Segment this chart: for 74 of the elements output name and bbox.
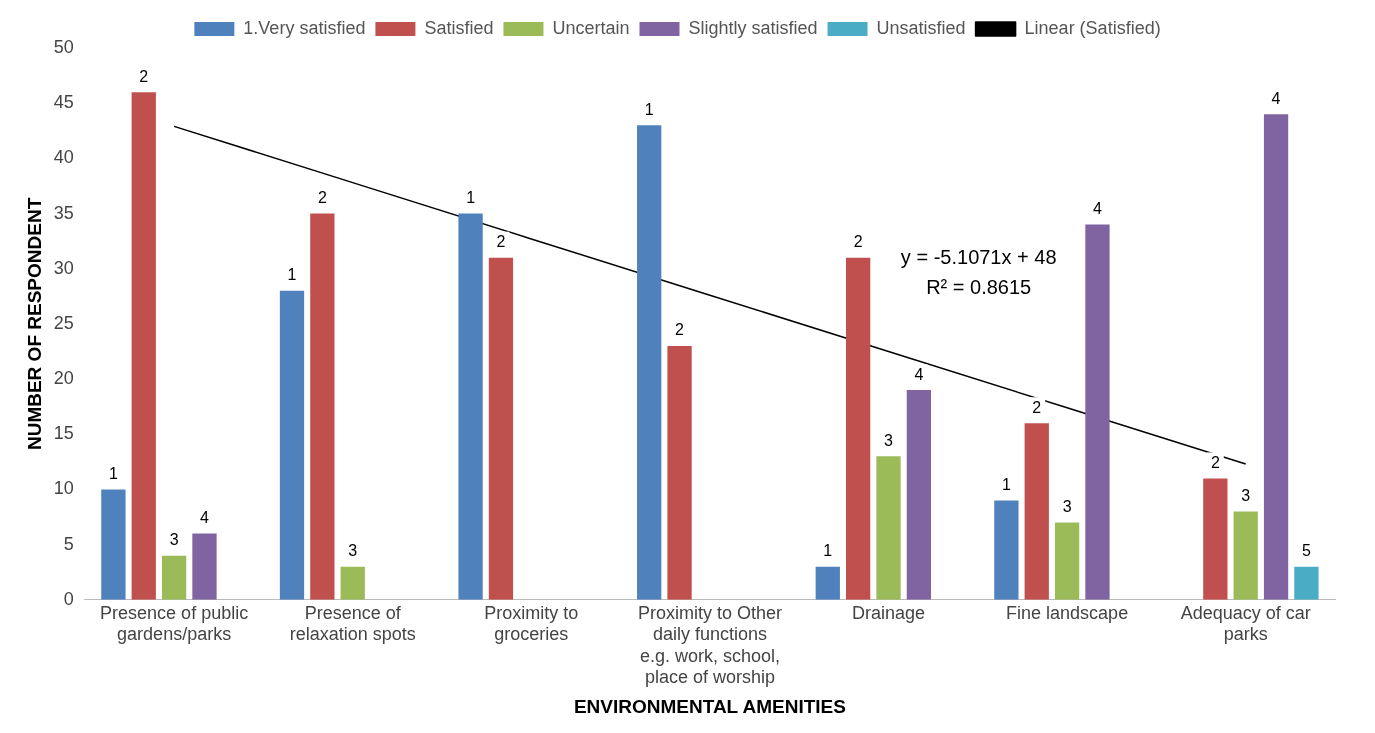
y-tick-label: 20	[53, 368, 74, 389]
bar	[1294, 566, 1319, 600]
annotation: 3	[348, 542, 358, 560]
x-tick-label: Drainage	[851, 602, 926, 623]
bar	[876, 456, 901, 600]
bar	[994, 500, 1019, 600]
x-tick-label: Fine landscape	[1006, 602, 1129, 623]
annotation: 2	[675, 321, 685, 339]
y-tick-label: 25	[53, 312, 74, 333]
bar	[310, 213, 335, 600]
bar	[1233, 511, 1258, 600]
bar	[1203, 478, 1228, 600]
bar	[458, 213, 483, 600]
annotation: 1	[108, 464, 118, 482]
annotation: 4	[1271, 89, 1281, 107]
annotation: 1	[1001, 475, 1011, 493]
y-tick-label: 10	[53, 478, 74, 499]
x-tick-label: Proximity to Other daily functions e.g. work, school, place of worship	[637, 602, 782, 688]
x-tick-label: Adequacy of car parks	[1180, 602, 1311, 645]
annotation: 3	[1062, 497, 1072, 515]
bar	[1085, 224, 1110, 600]
annotation: 1	[287, 266, 297, 284]
bar	[192, 533, 217, 600]
x-tick-label: Presence of relaxation spots	[289, 602, 416, 645]
annotation: 2	[139, 67, 149, 85]
y-tick-label: 35	[53, 202, 74, 223]
annotation: 4	[914, 365, 924, 383]
legend-label: Satisfied	[424, 17, 494, 38]
y-tick-label: 5	[63, 533, 74, 554]
bar	[1054, 522, 1080, 600]
y-tick-label: 30	[53, 257, 74, 278]
bar	[815, 566, 840, 600]
y-tick-label: 15	[53, 423, 74, 444]
annotation: 2	[317, 188, 327, 206]
x-tick-label: Proximity to groceries	[484, 602, 579, 645]
bar	[161, 555, 187, 600]
legend-label: Linear (Satisfied)	[1024, 17, 1161, 38]
annotation: 1	[644, 100, 654, 118]
annotation: 2	[1032, 398, 1042, 416]
y-axis-title: NUMBER OF RESPONDENT	[23, 197, 45, 451]
bar	[906, 390, 932, 600]
legend-label: 1.Very satisfied	[243, 17, 366, 38]
x-tick-label: Presence of public gardens/parks	[100, 602, 249, 645]
bar	[131, 92, 156, 600]
annotation: y = -5.1071x + 48	[900, 246, 1057, 269]
x-axis-title: ENVIRONMENTAL AMENITIES	[573, 695, 846, 717]
bar	[637, 125, 662, 600]
bar	[667, 345, 692, 600]
annotation: 2	[1210, 453, 1220, 471]
bar	[279, 290, 305, 600]
annotation: 2	[853, 233, 863, 251]
annotation: 1	[466, 188, 476, 206]
annotation: R² = 0.8615	[926, 276, 1032, 299]
y-tick-label: 40	[53, 147, 74, 168]
annotation: 1	[823, 542, 833, 560]
annotation: 4	[200, 508, 210, 526]
annotation: 3	[884, 431, 894, 449]
y-tick-label: 50	[53, 36, 74, 57]
bar	[488, 257, 514, 600]
annotation: 3	[1241, 486, 1251, 504]
bar	[1263, 114, 1289, 600]
annotation: 4	[1093, 199, 1103, 217]
legend-label: Uncertain	[552, 17, 630, 38]
bar	[101, 489, 126, 600]
y-tick-label: 45	[53, 92, 74, 113]
legend-label: Slightly satisfied	[688, 17, 818, 38]
annotation: 2	[496, 233, 506, 251]
annotation: 5	[1301, 542, 1311, 560]
legend-label: Unsatisfied	[876, 17, 966, 38]
y-tick-label: 0	[63, 588, 74, 609]
annotation: 3	[169, 531, 179, 549]
bar	[846, 257, 871, 600]
bar	[340, 566, 365, 600]
bar	[1024, 423, 1049, 600]
